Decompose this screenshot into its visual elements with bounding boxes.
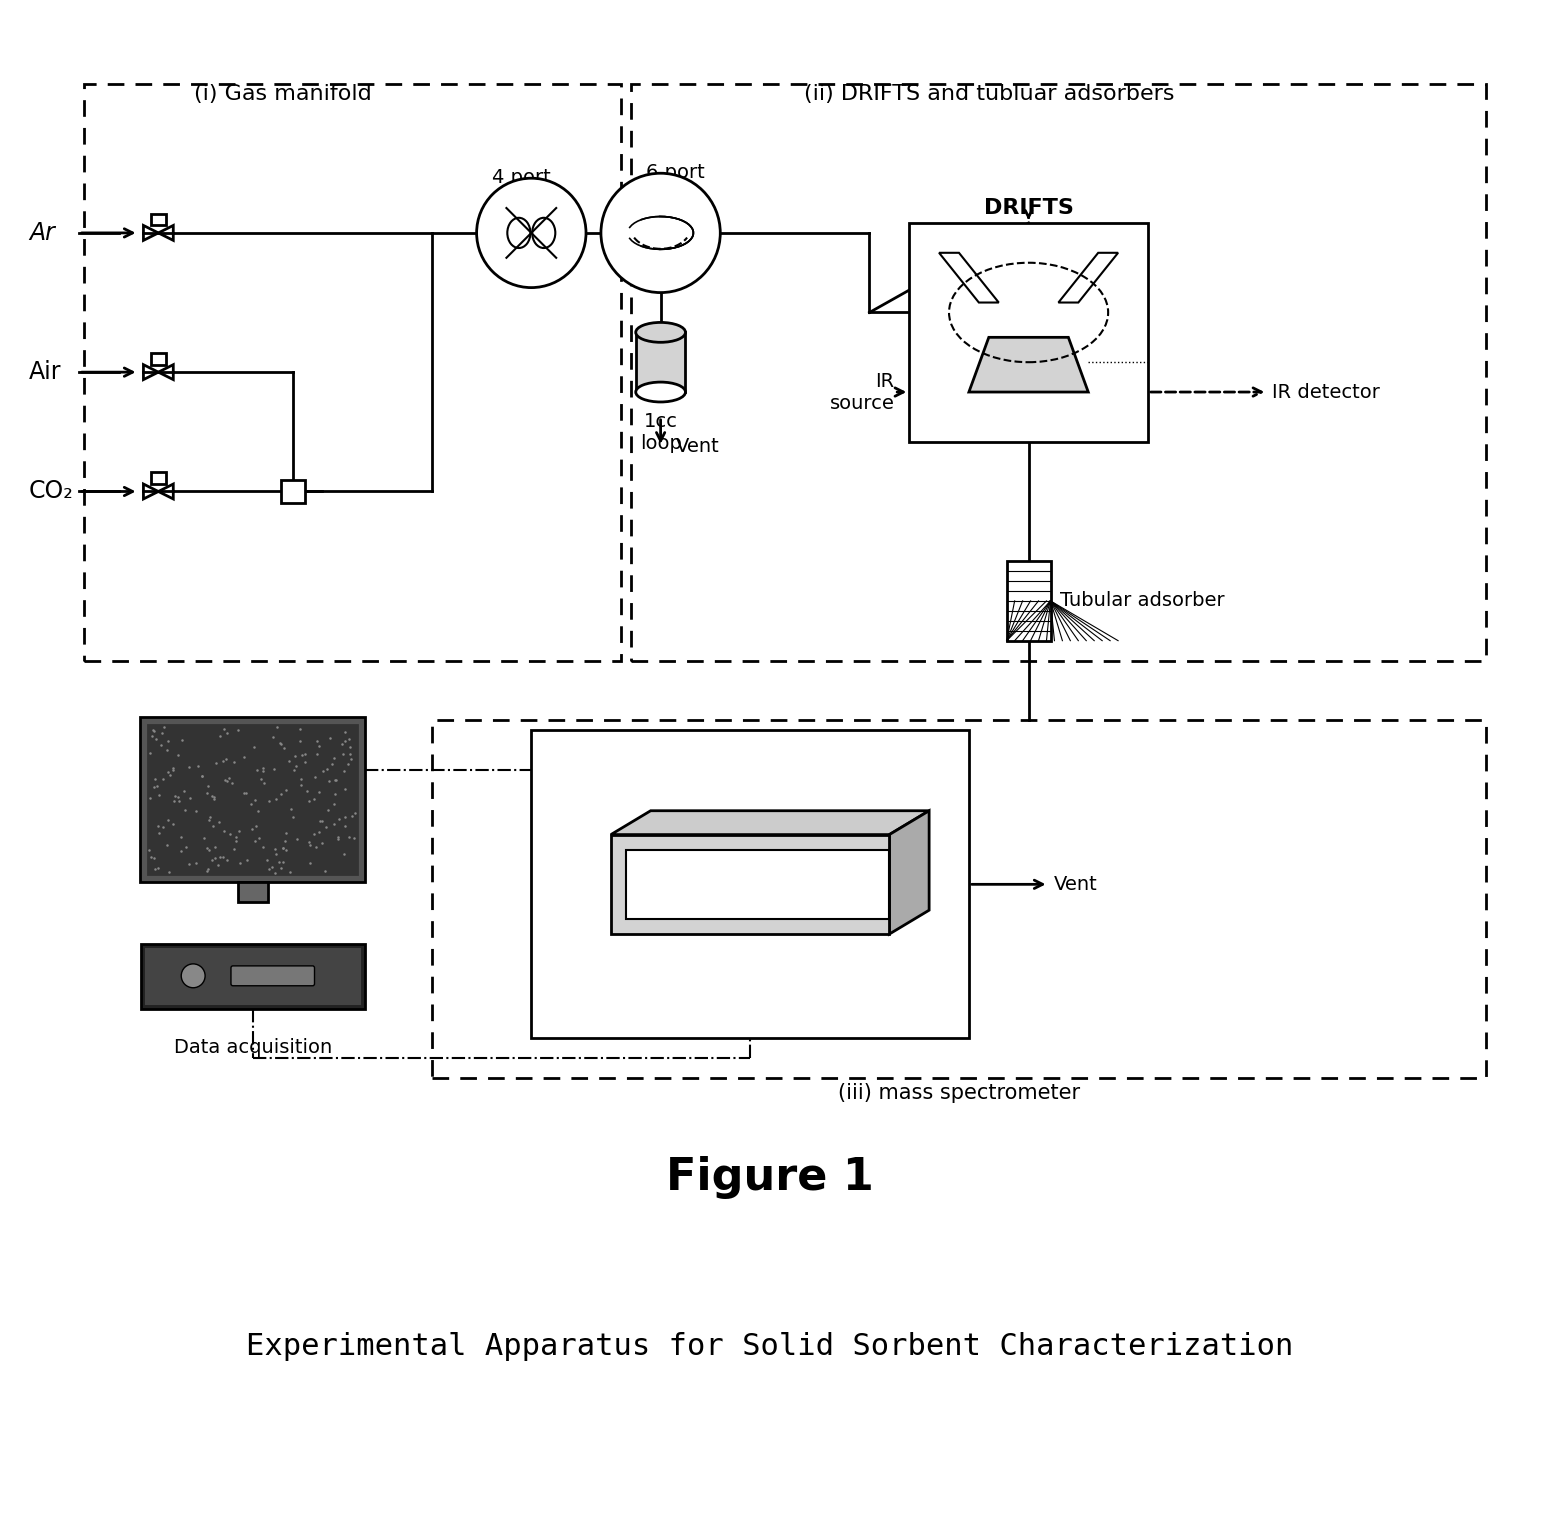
Bar	[146, 949, 361, 1004]
Bar	[140, 718, 365, 882]
Text: (ii) DRIFTS and tubluar adsorbers: (ii) DRIFTS and tubluar adsorbers	[803, 84, 1174, 104]
Text: DRIFTS: DRIFTS	[983, 198, 1074, 218]
Circle shape	[476, 178, 586, 288]
FancyBboxPatch shape	[231, 966, 314, 986]
Bar	[636, 332, 686, 392]
Polygon shape	[143, 226, 159, 241]
Circle shape	[601, 174, 720, 293]
Text: CO₂: CO₂	[29, 480, 74, 503]
Text: 1cc
loop: 1cc loop	[640, 411, 681, 453]
Polygon shape	[938, 253, 999, 303]
Text: Figure 1: Figure 1	[666, 1157, 874, 1199]
Polygon shape	[889, 811, 929, 934]
Polygon shape	[610, 811, 929, 835]
Ellipse shape	[636, 323, 686, 343]
Text: (iii) mass spectrometer: (iii) mass spectrometer	[838, 1084, 1080, 1103]
Polygon shape	[159, 226, 173, 241]
Text: Vent: Vent	[1054, 875, 1097, 895]
Text: Experimental Apparatus for Solid Sorbent Characterization: Experimental Apparatus for Solid Sorbent…	[247, 1332, 1294, 1361]
Bar	[142, 943, 365, 1009]
Polygon shape	[1059, 253, 1119, 303]
Bar	[610, 835, 889, 934]
Text: 6 port
valve: 6 port valve	[646, 163, 704, 204]
Text: Air: Air	[29, 360, 62, 384]
Bar	[280, 480, 305, 503]
Bar	[532, 730, 969, 1038]
Circle shape	[182, 963, 205, 988]
Text: Data acquisition: Data acquisition	[174, 1038, 331, 1058]
Bar	[1006, 561, 1051, 640]
Text: (i) Gas manifold: (i) Gas manifold	[194, 84, 371, 104]
Text: IR detector: IR detector	[1273, 383, 1381, 401]
Text: 4 port
valve: 4 port valve	[492, 168, 550, 209]
Polygon shape	[143, 485, 159, 498]
Text: IR
source: IR source	[829, 372, 894, 413]
Text: Ar: Ar	[29, 221, 55, 245]
Ellipse shape	[636, 383, 686, 402]
Bar	[151, 352, 166, 364]
Text: Tubular adsorber: Tubular adsorber	[1060, 591, 1225, 611]
Polygon shape	[143, 364, 159, 379]
Bar	[148, 725, 358, 875]
Bar	[237, 882, 268, 902]
Text: Vent: Vent	[675, 437, 720, 456]
Polygon shape	[969, 337, 1088, 392]
Bar	[151, 472, 166, 485]
Bar	[909, 223, 1148, 442]
Polygon shape	[159, 485, 173, 498]
Bar	[151, 213, 166, 226]
Bar	[626, 849, 889, 919]
Polygon shape	[159, 364, 173, 379]
